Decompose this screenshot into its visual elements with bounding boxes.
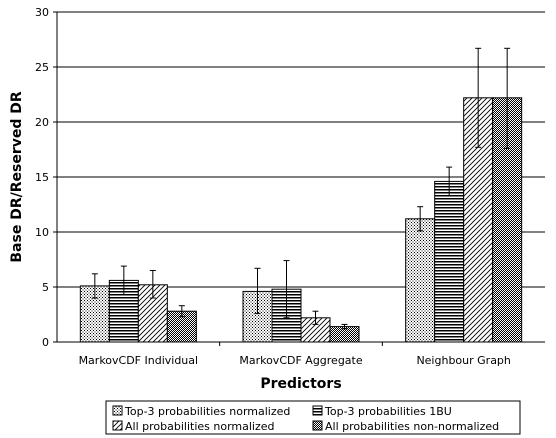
legend-swatch xyxy=(312,420,323,431)
y-tick-label: 20 xyxy=(35,116,49,129)
y-tick-label: 15 xyxy=(35,171,49,184)
y-tick-label: 30 xyxy=(35,6,49,19)
bar xyxy=(405,218,436,343)
error-bars xyxy=(91,47,511,330)
bars xyxy=(79,97,523,343)
legend-label: All probabilities non-normalized xyxy=(325,420,499,433)
y-axis-label: Base DR/Reserved DR xyxy=(9,91,25,262)
bar xyxy=(434,180,465,343)
legend: Top-3 probabilities normalized Top-3 prob… xyxy=(105,400,521,435)
legend-swatch xyxy=(312,405,323,416)
legend-swatch xyxy=(112,420,123,431)
legend-label: Top-3 probabilities normalized xyxy=(124,405,290,418)
y-tick-label: 5 xyxy=(42,281,49,294)
legend-label: All probabilities normalized xyxy=(125,420,275,433)
legend-entries: Top-3 probabilities normalized Top-3 prob… xyxy=(112,405,499,433)
legend-label: Top-3 probabilities 1BU xyxy=(324,405,452,418)
y-ticks: 0 5 10 15 20 25 30 xyxy=(35,6,57,349)
x-tick-label: MarkovCDF Aggregate xyxy=(239,354,363,367)
y-tick-label: 25 xyxy=(35,61,49,74)
y-tick-label: 0 xyxy=(42,336,49,349)
x-ticks: MarkovCDF Individual MarkovCDF Aggregate N… xyxy=(79,342,511,367)
x-tick-label: MarkovCDF Individual xyxy=(79,354,199,367)
y-tick-label: 10 xyxy=(35,226,49,239)
x-tick-label: Neighbour Graph xyxy=(416,354,510,367)
legend-swatch xyxy=(112,405,123,416)
x-axis-label: Predictors xyxy=(260,376,341,392)
